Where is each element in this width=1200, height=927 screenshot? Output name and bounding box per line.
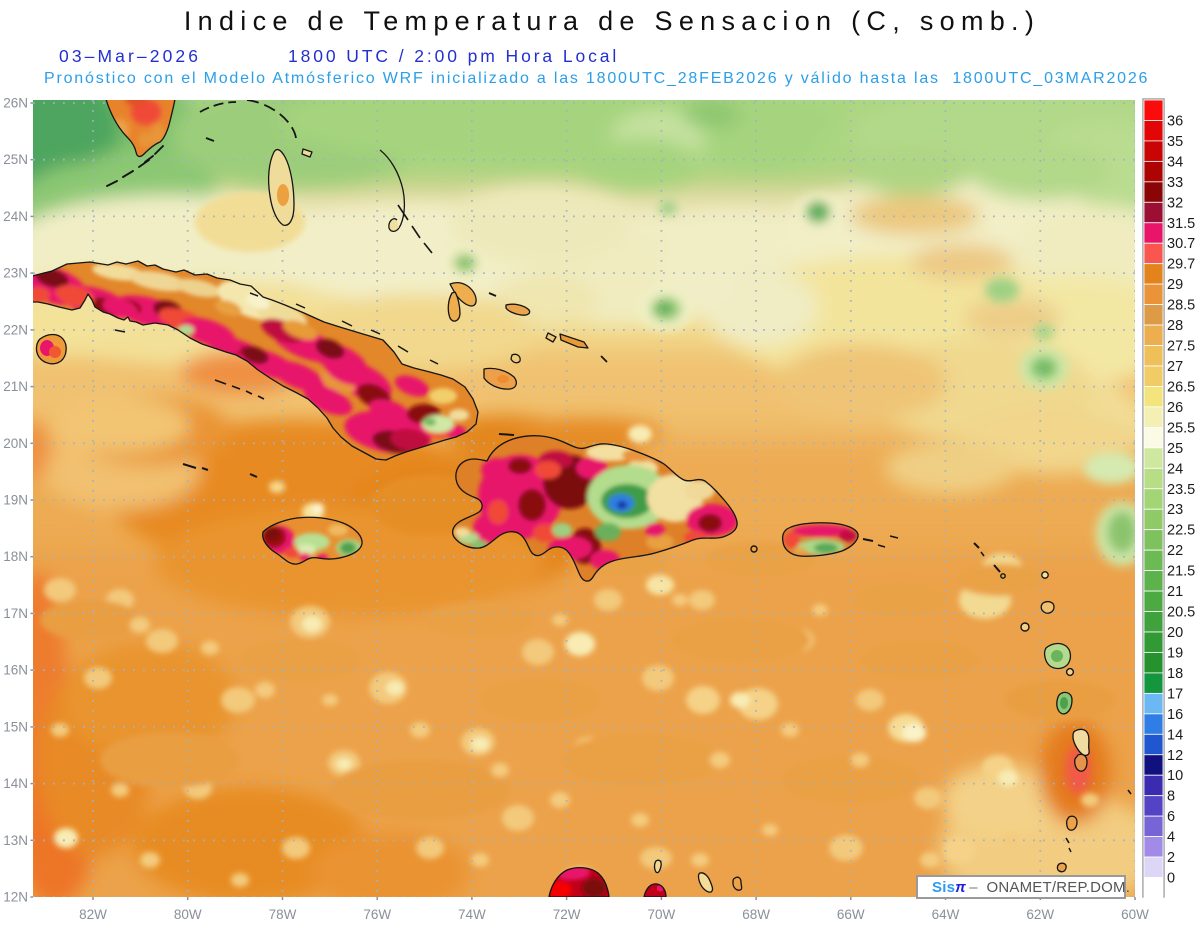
svg-text:18N: 18N <box>3 549 28 564</box>
svg-text:21N: 21N <box>3 379 28 394</box>
svg-text:0: 0 <box>1167 871 1175 887</box>
svg-text:23: 23 <box>1167 502 1183 518</box>
svg-text:24: 24 <box>1167 461 1183 477</box>
svg-text:17: 17 <box>1167 686 1183 702</box>
svg-text:26: 26 <box>1167 400 1183 416</box>
svg-text:35: 35 <box>1167 134 1183 150</box>
svg-text:60W: 60W <box>1121 907 1149 922</box>
svg-text:15N: 15N <box>3 719 28 734</box>
svg-text:72W: 72W <box>553 907 581 922</box>
svg-text:36: 36 <box>1167 114 1183 130</box>
svg-text:20.5: 20.5 <box>1167 605 1195 621</box>
svg-text:32: 32 <box>1167 195 1183 211</box>
svg-text:70W: 70W <box>648 907 676 922</box>
svg-text:4: 4 <box>1167 830 1175 846</box>
svg-text:74W: 74W <box>458 907 486 922</box>
svg-text:27.5: 27.5 <box>1167 339 1195 355</box>
svg-text:8: 8 <box>1167 789 1175 805</box>
svg-text:2: 2 <box>1167 850 1175 866</box>
svg-text:68W: 68W <box>742 907 770 922</box>
svg-text:10: 10 <box>1167 768 1183 784</box>
svg-text:6: 6 <box>1167 809 1175 825</box>
svg-text:78W: 78W <box>269 907 297 922</box>
svg-text:28: 28 <box>1167 318 1183 334</box>
svg-text:Indice de Temperatura de Sensa: Indice de Temperatura de Sensacion (C, s… <box>184 6 1040 36</box>
svg-text:28.5: 28.5 <box>1167 298 1195 314</box>
svg-text:Sisπ – ONAMET/REP.DOM.: Sisπ – ONAMET/REP.DOM. <box>932 879 1130 896</box>
svg-text:19N: 19N <box>3 493 28 508</box>
svg-text:16: 16 <box>1167 707 1183 723</box>
svg-text:24N: 24N <box>3 209 28 224</box>
svg-text:12: 12 <box>1167 748 1183 764</box>
svg-text:82W: 82W <box>79 907 107 922</box>
svg-text:21: 21 <box>1167 584 1183 600</box>
svg-text:18: 18 <box>1167 666 1183 682</box>
svg-text:33: 33 <box>1167 175 1183 191</box>
svg-text:76W: 76W <box>363 907 391 922</box>
svg-text:14N: 14N <box>3 776 28 791</box>
svg-text:80W: 80W <box>174 907 202 922</box>
svg-text:23.5: 23.5 <box>1167 482 1195 498</box>
svg-text:31.5: 31.5 <box>1167 216 1195 232</box>
svg-text:25: 25 <box>1167 441 1183 457</box>
svg-text:62W: 62W <box>1026 907 1054 922</box>
svg-text:34: 34 <box>1167 154 1183 170</box>
svg-text:29: 29 <box>1167 277 1183 293</box>
svg-text:22.5: 22.5 <box>1167 523 1195 539</box>
svg-text:22: 22 <box>1167 543 1183 559</box>
svg-text:29.7: 29.7 <box>1167 257 1195 273</box>
svg-text:Pronóstico con el Modelo Atmós: Pronóstico con el Modelo Atmósferico WRF… <box>44 70 1149 87</box>
svg-text:20N: 20N <box>3 436 28 451</box>
svg-text:26N: 26N <box>3 96 28 111</box>
svg-text:20: 20 <box>1167 625 1183 641</box>
svg-text:03–Mar–2026: 03–Mar–2026 <box>59 46 201 66</box>
svg-text:26.5: 26.5 <box>1167 380 1195 396</box>
svg-text:25.5: 25.5 <box>1167 420 1195 436</box>
svg-text:16N: 16N <box>3 663 28 678</box>
svg-text:17N: 17N <box>3 606 28 621</box>
svg-text:30.7: 30.7 <box>1167 236 1195 252</box>
svg-text:27: 27 <box>1167 359 1183 375</box>
svg-text:1800 UTC / 2:00 pm Hora Local: 1800 UTC / 2:00 pm Hora Local <box>288 46 619 66</box>
svg-text:21.5: 21.5 <box>1167 564 1195 580</box>
svg-text:22N: 22N <box>3 322 28 337</box>
svg-text:66W: 66W <box>837 907 865 922</box>
svg-text:25N: 25N <box>3 152 28 167</box>
svg-text:12N: 12N <box>3 890 28 905</box>
svg-text:23N: 23N <box>3 266 28 281</box>
svg-text:64W: 64W <box>932 907 960 922</box>
svg-text:13N: 13N <box>3 833 28 848</box>
svg-text:19: 19 <box>1167 646 1183 662</box>
svg-text:14: 14 <box>1167 727 1183 743</box>
